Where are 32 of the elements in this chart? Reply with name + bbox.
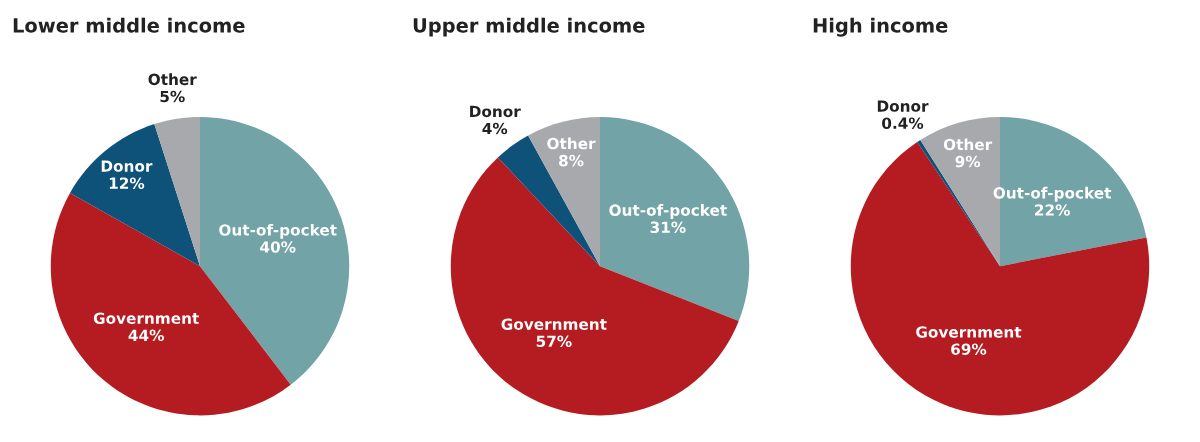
slice-label: Government <box>916 326 1022 338</box>
data-label: 44% <box>128 329 164 342</box>
pie-slice <box>70 124 200 267</box>
pie-slice <box>528 116 600 267</box>
chart-title: High income <box>813 17 948 37</box>
data-label: 57% <box>536 335 572 348</box>
pie-slice <box>497 135 600 267</box>
slice-label: Donor <box>101 160 153 172</box>
data-label: 5% <box>160 90 185 103</box>
data-label: 9% <box>955 155 981 168</box>
data-label: 4% <box>482 122 508 135</box>
data-label: 12% <box>109 177 145 189</box>
slice-label: Out-of-pocket <box>219 223 337 239</box>
slice-label: Out-of-pocket <box>993 186 1112 202</box>
data-label: 40% <box>260 241 296 253</box>
data-label: 22% <box>1035 204 1070 216</box>
slice-label: Other <box>943 138 993 151</box>
slice-label: Out-of-pocket <box>609 204 727 219</box>
chart-title: Lower middle income <box>13 17 245 33</box>
data-label: 0.4% <box>882 117 924 129</box>
slice-label: Government <box>93 312 199 325</box>
slice-label: Government <box>501 318 607 330</box>
slice-label: Other <box>148 73 197 86</box>
data-label: 31% <box>650 221 686 234</box>
slice-label: Donor <box>877 100 929 112</box>
pie-slice <box>154 116 200 267</box>
chart-title: Upper middle income <box>413 17 645 37</box>
data-label: 69% <box>951 343 987 355</box>
pie-slice <box>200 116 350 385</box>
slice-label: Donor <box>470 105 521 118</box>
slice-label: Other <box>547 137 596 150</box>
data-label: 8% <box>559 154 584 167</box>
